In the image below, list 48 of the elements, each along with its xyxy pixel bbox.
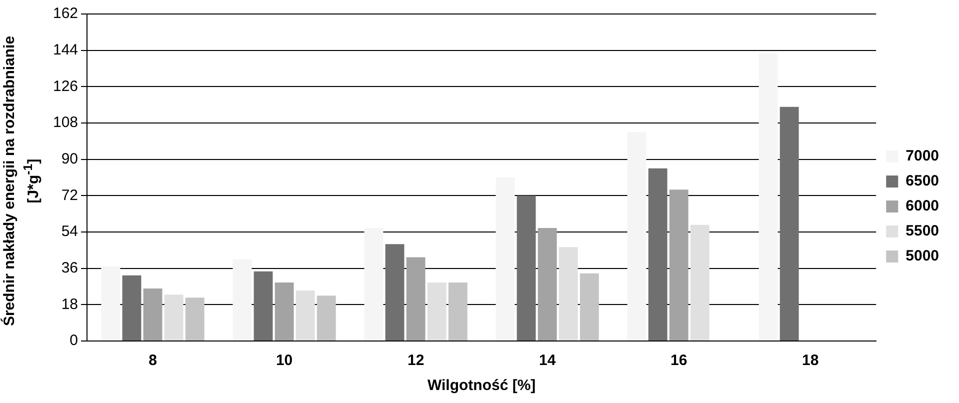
bar xyxy=(385,244,404,340)
bar xyxy=(558,247,578,340)
bar xyxy=(296,290,315,340)
x-tick-label: 18 xyxy=(802,352,819,370)
y-tick-label: 18 xyxy=(61,296,78,313)
bar xyxy=(627,132,646,340)
x-tick-label: 16 xyxy=(670,352,688,370)
bar xyxy=(232,259,252,340)
bar xyxy=(448,282,468,340)
y-tick-label: 54 xyxy=(61,223,78,240)
y-tick-label: 144 xyxy=(52,41,78,58)
bar xyxy=(185,298,204,340)
bar xyxy=(580,273,599,340)
legend-label: 6500 xyxy=(906,172,940,190)
y-tick-label: 0 xyxy=(70,332,78,350)
bar xyxy=(316,296,336,340)
x-axis-title: Wilgotność [%] xyxy=(427,377,536,394)
bar xyxy=(516,196,536,340)
bar xyxy=(690,224,710,340)
bar xyxy=(538,228,557,340)
y-tick-label: 162 xyxy=(52,5,78,22)
x-tick-label: 10 xyxy=(276,352,293,370)
y-tick-label: 36 xyxy=(61,259,78,276)
bar xyxy=(496,178,515,340)
x-tick-label: 14 xyxy=(538,352,556,370)
y-tick-label: 126 xyxy=(52,78,78,95)
bar xyxy=(143,288,162,340)
legend-label: 7000 xyxy=(906,148,940,165)
bar xyxy=(101,266,120,340)
y-tick-label: 90 xyxy=(61,150,78,168)
bar xyxy=(274,282,294,340)
y-tick-label: 72 xyxy=(61,186,78,204)
bar xyxy=(780,106,799,340)
x-tick-label: 12 xyxy=(407,352,424,370)
bar xyxy=(164,294,184,340)
y-tick-label: 108 xyxy=(52,114,78,132)
bar xyxy=(758,53,778,340)
legend-label: 6000 xyxy=(906,198,940,215)
bar xyxy=(254,271,273,340)
bar xyxy=(122,275,142,340)
bar xyxy=(648,168,668,340)
legend-label: 5500 xyxy=(906,222,940,240)
x-tick-label: 8 xyxy=(148,352,157,370)
bar xyxy=(669,190,688,340)
bar xyxy=(364,228,384,340)
legend-label: 5000 xyxy=(906,248,940,265)
bar xyxy=(427,282,446,340)
bar xyxy=(406,257,426,340)
